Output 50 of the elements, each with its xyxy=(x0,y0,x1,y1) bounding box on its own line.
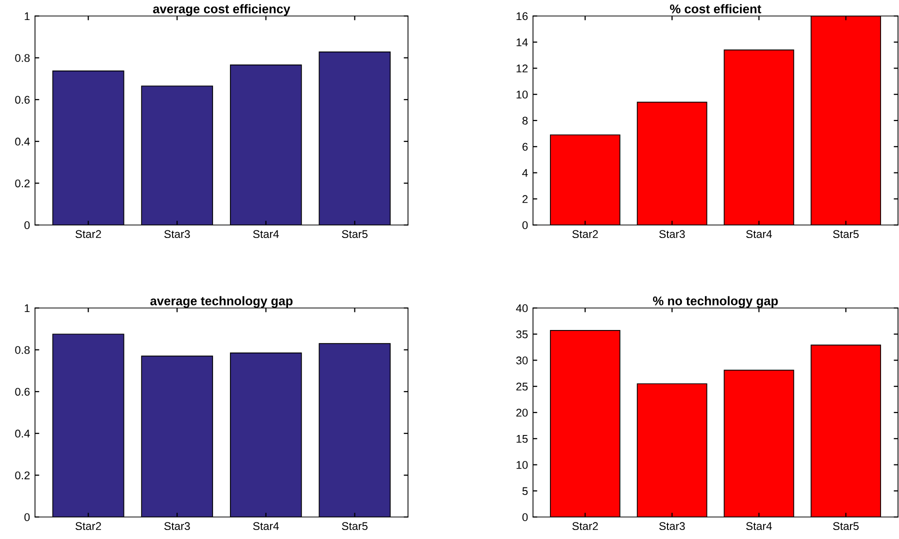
y-tick-label: 0.4 xyxy=(15,138,30,146)
x-tick-label: Star4 xyxy=(253,522,279,530)
x-tick-label: Star2 xyxy=(572,522,598,530)
y-tick-label: 0.2 xyxy=(15,471,30,480)
x-tick-label: Star5 xyxy=(833,230,859,238)
y-tick-label: 0.6 xyxy=(15,96,30,104)
x-tick-label: Star5 xyxy=(833,522,859,530)
y-tick-label: 0 xyxy=(522,221,528,230)
y-tick-label: 0 xyxy=(24,513,30,522)
y-tick-label: 10 xyxy=(516,90,528,99)
y-tick-label: 25 xyxy=(516,382,528,391)
chart-title: average cost efficiency xyxy=(153,4,290,16)
y-tick-label: 4 xyxy=(522,169,528,177)
y-tick-label: 14 xyxy=(516,38,528,46)
y-tick-label: 12 xyxy=(516,64,528,72)
y-tick-label: 40 xyxy=(516,304,528,312)
chart-title: % no technology gap xyxy=(652,296,778,308)
x-tick-label: Star3 xyxy=(659,230,685,238)
y-tick-label: 35 xyxy=(516,330,528,338)
x-tick-label: Star4 xyxy=(746,522,772,530)
x-tick-label: Star3 xyxy=(164,230,190,238)
y-tick-label: 16 xyxy=(516,12,528,20)
y-tick-label: 1 xyxy=(24,12,30,20)
x-tick-label: Star5 xyxy=(342,522,368,530)
x-tick-label: Star4 xyxy=(746,230,772,238)
y-tick-label: 20 xyxy=(516,408,528,417)
x-tick-label: Star2 xyxy=(572,230,598,238)
x-tick-label: Star3 xyxy=(659,522,685,530)
x-tick-label: Star2 xyxy=(76,522,102,530)
y-tick-label: 0 xyxy=(522,513,528,522)
x-tick-label: Star4 xyxy=(253,230,279,238)
y-tick-label: 1 xyxy=(24,304,30,312)
y-tick-label: 0.8 xyxy=(15,346,30,354)
y-tick-label: 0 xyxy=(24,221,30,230)
y-tick-label: 0.6 xyxy=(15,388,30,396)
y-tick-label: 5 xyxy=(522,487,528,496)
x-tick-label: Star2 xyxy=(76,230,102,238)
chart-title: % cost efficient xyxy=(670,4,762,14)
x-tick-label: Star3 xyxy=(164,522,190,530)
y-tick-label: 0.4 xyxy=(15,430,30,438)
y-tick-label: 10 xyxy=(516,461,528,469)
y-tick-label: 30 xyxy=(516,356,528,364)
y-tick-label: 0.2 xyxy=(15,179,30,188)
y-tick-label: 2 xyxy=(522,195,528,203)
y-tick-label: 8 xyxy=(522,116,528,125)
y-tick-label: 0.8 xyxy=(15,54,30,62)
x-tick-label: Star5 xyxy=(342,230,368,238)
y-tick-label: 15 xyxy=(516,435,528,443)
y-tick-label: 6 xyxy=(522,142,528,151)
chart-title: average technology gap xyxy=(150,296,293,308)
